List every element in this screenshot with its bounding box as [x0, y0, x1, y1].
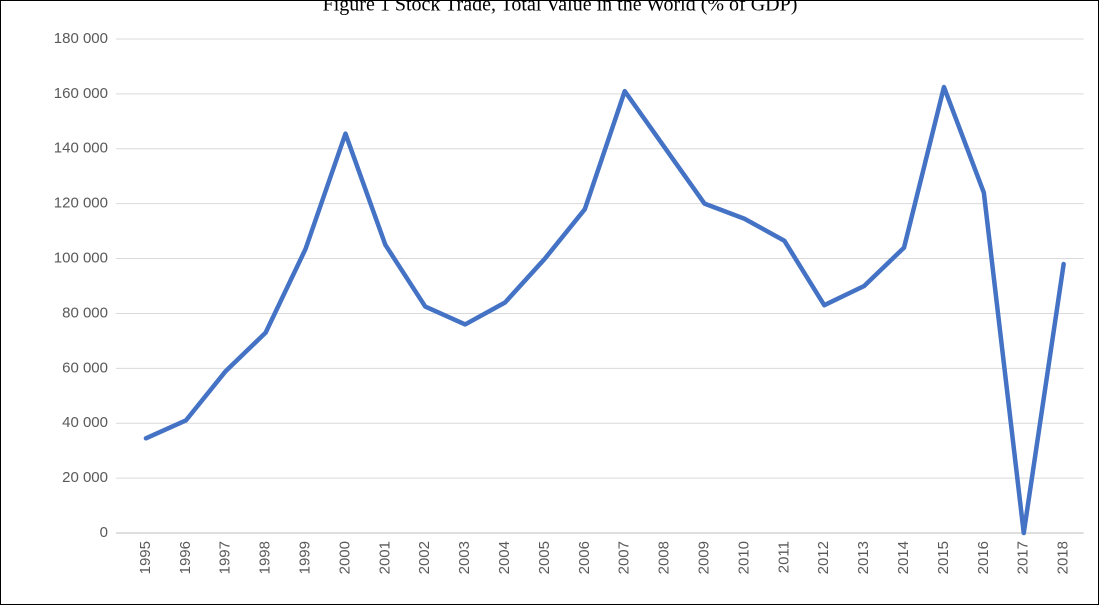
x-tick-label: 2001: [376, 541, 393, 574]
x-tick-label: 2012: [815, 541, 832, 574]
y-tick-label: 60 000: [62, 359, 108, 376]
x-tick-label: 2007: [616, 541, 633, 574]
y-tick-label: 20 000: [62, 469, 108, 486]
x-tick-label: 2009: [696, 541, 713, 574]
y-tick-label: 140 000: [54, 140, 108, 157]
x-tick-label: 2000: [336, 541, 353, 574]
x-tick-label: 2003: [456, 541, 473, 574]
x-tick-label: 2018: [1055, 541, 1072, 574]
x-tick-label: 1998: [257, 541, 274, 574]
x-tick-label: 1995: [137, 541, 154, 574]
x-tick-label: 2017: [1015, 541, 1032, 574]
data-line: [143, 84, 1066, 536]
x-tick-label: 2013: [855, 541, 872, 574]
x-tick-label: 2011: [775, 541, 792, 573]
y-tick-label: 0: [100, 524, 108, 541]
x-tick-label: 2006: [576, 541, 593, 574]
x-tick-label: 1999: [297, 541, 314, 574]
x-tick-label: 2010: [735, 541, 752, 574]
chart-title: Figure 1 Stock Trade, Total Value in the…: [323, 0, 798, 16]
x-tick-label: 2015: [935, 541, 952, 574]
x-tick-label: 2005: [536, 541, 553, 574]
y-tick-label: 120 000: [54, 195, 108, 212]
x-tick-label: 2014: [895, 541, 912, 574]
y-tick-label: 40 000: [62, 414, 108, 431]
x-tick-label: 1996: [177, 541, 194, 574]
x-tick-label: 2002: [416, 541, 433, 574]
y-tick-label: 180 000: [54, 30, 108, 47]
y-tick-label: 100 000: [54, 250, 108, 267]
x-tick-label: 2008: [656, 541, 673, 574]
x-tick-label: 1997: [217, 541, 234, 574]
y-tick-label: 80 000: [62, 304, 108, 321]
y-tick-label: 160 000: [54, 85, 108, 102]
x-tick-label: 2016: [975, 541, 992, 574]
x-tick-label: 2004: [496, 541, 513, 574]
